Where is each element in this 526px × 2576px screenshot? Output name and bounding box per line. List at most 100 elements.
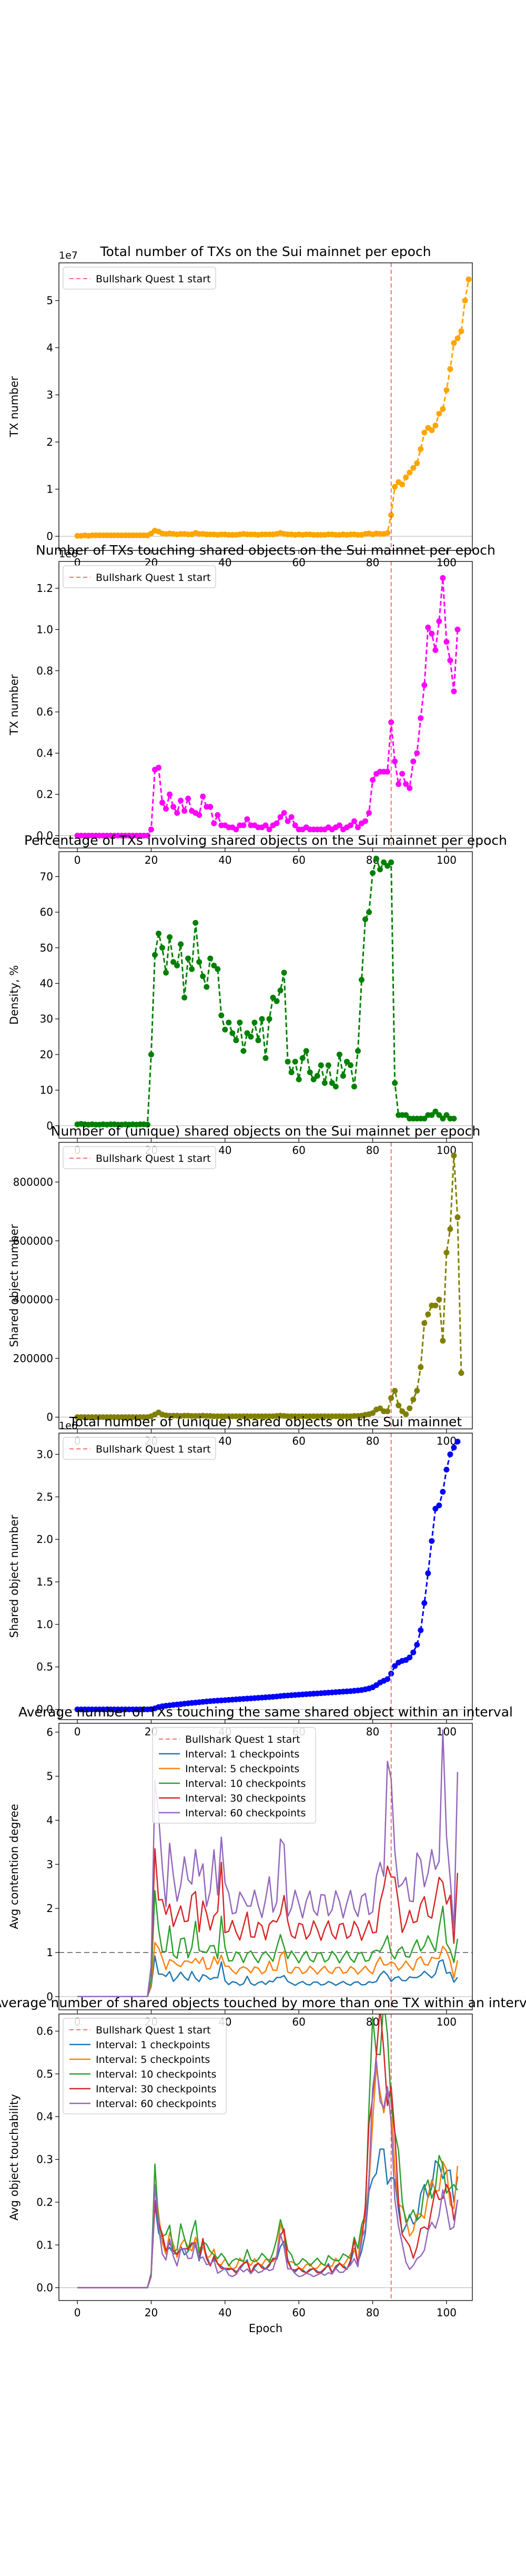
y-tick-label: 0.2 (36, 788, 53, 801)
y-tick-label: 600000 (13, 1234, 53, 1247)
chart-panel-5: Total number of (unique) shared objects … (8, 1414, 473, 1738)
data-point (451, 340, 457, 346)
data-point (148, 1051, 154, 1058)
data-point (366, 909, 372, 915)
chart-title: Number of TXs touching shared objects on… (36, 543, 495, 558)
data-point (285, 1058, 291, 1065)
data-point (307, 1069, 313, 1076)
data-point (189, 966, 195, 972)
x-tick-label: 40 (218, 854, 231, 866)
data-point (432, 647, 439, 653)
legend-entry: Interval: 5 checkpoints (96, 2054, 210, 2066)
axes-frame (58, 1433, 473, 1720)
data-point (351, 818, 357, 824)
data-point (178, 798, 184, 804)
legend-entry: Interval: 1 checkpoints (185, 1749, 299, 1760)
data-point (288, 1069, 295, 1076)
data-point (347, 822, 353, 829)
data-point (392, 1663, 398, 1669)
x-tick-label: 80 (366, 556, 379, 569)
data-point (329, 1080, 335, 1086)
legend-entry: Interval: 60 checkpoints (185, 1807, 306, 1819)
data-point (451, 1116, 457, 1122)
plot-area (59, 561, 472, 848)
y-tick-label: 4 (46, 1814, 53, 1826)
chart-panel-6: Average number of TXs touching the same … (8, 1704, 513, 2028)
data-point (314, 1073, 320, 1079)
chart-title: Total number of (unique) shared objects … (69, 1414, 462, 1429)
data-point (196, 812, 203, 818)
data-point (451, 1444, 457, 1450)
data-point (233, 1037, 239, 1044)
data-point (185, 795, 191, 802)
data-point (425, 1570, 431, 1577)
data-point (418, 446, 424, 452)
data-point (174, 963, 180, 969)
chart-panel-3: Percentage of TXs involving shared objec… (8, 833, 507, 1157)
data-point (151, 952, 158, 958)
y-tick-label: 0.0 (36, 829, 53, 842)
y-tick-label: 70 (40, 870, 53, 883)
y-tick-label: 0.5 (36, 1661, 53, 1673)
legend-entry: Interval: 5 checkpoints (185, 1763, 299, 1775)
data-point (443, 1112, 450, 1118)
x-tick-label: 80 (366, 1144, 379, 1157)
data-point (440, 575, 446, 581)
axes-frame (58, 1723, 473, 2010)
data-point (381, 859, 387, 865)
x-tick-label: 100 (437, 2306, 457, 2319)
data-point (366, 810, 372, 816)
legend-entry: Bullshark Quest 1 start (96, 1153, 211, 1164)
y-tick-label: 3 (46, 1858, 53, 1870)
chart-title: Average number of shared objects touched… (0, 1995, 526, 2010)
data-point (218, 1012, 225, 1018)
plot-area (59, 1142, 472, 1429)
legend-box (63, 267, 216, 290)
data-point (296, 1076, 302, 1082)
data-point (200, 973, 206, 979)
data-point (185, 955, 191, 962)
x-axis-label: Epoch (249, 2322, 282, 2335)
y-tick-label: 0 (46, 1411, 53, 1424)
data-point (207, 804, 214, 810)
chart-title: Total number of TXs on the Sui mainnet p… (100, 244, 431, 259)
data-point (451, 1152, 457, 1159)
x-tick-label: 60 (292, 2306, 305, 2319)
data-point (385, 769, 391, 775)
legend-box (152, 1727, 316, 1824)
x-tick-label: 40 (218, 2306, 231, 2319)
data-point (167, 791, 173, 798)
legend: Bullshark Quest 1 start (63, 267, 216, 290)
x-tick-label: 0 (74, 2306, 81, 2319)
axes-frame (58, 561, 473, 849)
data-point (196, 959, 203, 965)
chart-panel-1: Total number of TXs on the Sui mainnet p… (8, 244, 473, 569)
data-point (163, 969, 169, 976)
data-point (436, 618, 442, 625)
y-tick-label: 0.4 (36, 747, 53, 760)
data-point (211, 820, 217, 826)
data-point (292, 822, 298, 829)
y-tick-label: 30 (40, 1013, 53, 1025)
data-point (362, 916, 368, 923)
data-point (299, 1055, 306, 1061)
data-point (270, 995, 276, 1001)
data-point (403, 1411, 409, 1417)
y-tick-label: 0.6 (36, 2025, 53, 2038)
data-point (429, 1112, 435, 1118)
data-point (443, 1467, 450, 1473)
series-line-5 (77, 2060, 459, 2288)
data-point (440, 1116, 446, 1122)
y-axis-label: Shared object number (8, 1515, 21, 1638)
data-point (370, 1410, 376, 1416)
data-point (454, 1438, 461, 1445)
data-point (396, 781, 402, 787)
legend-entry: Bullshark Quest 1 start (185, 1734, 300, 1745)
data-point (155, 764, 161, 771)
data-point (336, 1051, 342, 1058)
data-point (255, 1037, 261, 1044)
y-tick-label: 200000 (13, 1352, 53, 1365)
y-tick-label: 1.0 (36, 623, 53, 636)
data-point (373, 856, 380, 862)
data-point (388, 512, 394, 518)
